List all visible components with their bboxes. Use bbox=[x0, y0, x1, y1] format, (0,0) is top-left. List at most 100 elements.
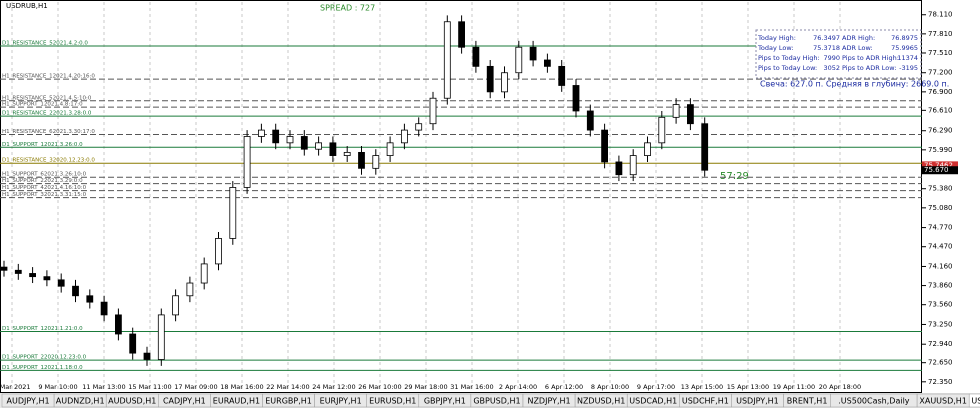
level-label: H1_SUPPORT_22021.3.29:0:0 bbox=[2, 178, 83, 184]
candle-body bbox=[243, 136, 251, 188]
level-label: H1_RESISTANCE_12021.4.20:16:0 bbox=[2, 74, 95, 80]
spread: SPREAD : 727 bbox=[320, 4, 375, 13]
y-tick-label: 76.900 bbox=[928, 88, 953, 96]
info-cell: 7990 bbox=[823, 54, 840, 62]
candle-body bbox=[272, 129, 280, 144]
candle-body bbox=[115, 314, 122, 335]
candle-body bbox=[86, 295, 94, 303]
tab-label[interactable]: EURJPY,H1 bbox=[320, 397, 362, 406]
tab-label[interactable]: USDRUB,H1 bbox=[971, 397, 980, 406]
info-cell: -3195 bbox=[899, 64, 918, 72]
tab-label[interactable]: AUDNZD,H1 bbox=[56, 397, 105, 406]
tab-label[interactable]: NZDUSD,H1 bbox=[577, 397, 625, 406]
tab-label[interactable]: BRENT,H1 bbox=[787, 397, 828, 406]
tab-label[interactable]: USDCAD,H1 bbox=[629, 397, 677, 406]
y-tick-label: 75.990 bbox=[928, 146, 953, 154]
candle-body bbox=[186, 282, 194, 297]
candle-body bbox=[157, 314, 165, 360]
x-tick-label: 9 Mar 10:00 bbox=[38, 383, 77, 391]
candle-body bbox=[172, 295, 180, 316]
tab-label[interactable]: CADJPY,H1 bbox=[163, 397, 206, 406]
level-label: H1_SUPPORT_42021.4.16:10:0 bbox=[2, 185, 87, 191]
y-tick-label: 74.160 bbox=[928, 262, 953, 270]
candle-body bbox=[529, 46, 537, 61]
candle-body bbox=[57, 279, 65, 287]
y-tick-label: 76.610 bbox=[928, 106, 953, 114]
candle-body bbox=[658, 116, 666, 144]
level-label: H1_SUPPORT_12021.4.8:17:0 bbox=[2, 102, 83, 108]
candle-body bbox=[72, 285, 79, 297]
candle-body bbox=[29, 273, 37, 278]
x-tick-label: 4 Mar 2021 bbox=[0, 383, 31, 391]
level-label: D1_RESISTANCE_32020.12.23:0.0 bbox=[2, 158, 95, 164]
tab[interactable] bbox=[968, 393, 980, 408]
x-tick-label: 2 Apr 14:00 bbox=[499, 383, 537, 391]
x-tick-label: 9 Apr 17:00 bbox=[637, 383, 675, 391]
x-tick-label: 15 Mar 11:00 bbox=[128, 383, 171, 391]
candle-body bbox=[701, 123, 709, 171]
level-label: D1_SUPPORT_12021.1.18:0.0 bbox=[2, 365, 83, 371]
tab-label[interactable]: .US500Cash,Daily bbox=[838, 397, 910, 406]
info-cell: Pips to Today High: bbox=[758, 54, 820, 62]
x-tick-label: 17 Mar 09:00 bbox=[174, 383, 217, 391]
candle-body bbox=[586, 110, 594, 131]
y-tick-label: 76.290 bbox=[928, 127, 953, 135]
candle-body bbox=[472, 46, 480, 67]
x-tick-label: 24 Mar 12:00 bbox=[312, 383, 355, 391]
info-cell: 76.3497 bbox=[813, 34, 840, 42]
info-cell: Pips to ADR Low: bbox=[842, 64, 896, 72]
x-tick-label: 29 Mar 18:00 bbox=[404, 383, 447, 391]
tab-label[interactable]: AUDJPY,H1 bbox=[7, 397, 50, 406]
tab-label[interactable]: XAUUSD,H1 bbox=[919, 397, 967, 406]
y-tick-label: 77.510 bbox=[928, 49, 953, 57]
candle-body bbox=[372, 155, 380, 169]
candle-body bbox=[400, 129, 408, 144]
tab-label[interactable]: GBPUSD,H1 bbox=[473, 397, 520, 406]
y-tick-label: 72.650 bbox=[928, 359, 953, 367]
candle-body bbox=[544, 59, 551, 67]
y-tick-label: 73.250 bbox=[928, 320, 953, 328]
x-tick-label: 18 Mar 16:00 bbox=[220, 383, 263, 391]
y-tick-label: 74.470 bbox=[928, 243, 953, 251]
y-tick-label: 72.350 bbox=[928, 378, 953, 386]
candle-body bbox=[615, 161, 623, 176]
candle-body bbox=[129, 333, 137, 354]
candle-body bbox=[0, 266, 8, 271]
candle-body bbox=[143, 352, 151, 360]
tab-label[interactable]: EURGBP,H1 bbox=[265, 397, 312, 406]
level-label: D1_SUPPORT_12021.3.26:0.0 bbox=[2, 142, 83, 148]
level-label: D1_SUPPORT_22020.12.23:0.0 bbox=[2, 355, 87, 361]
info-cell: 11374 bbox=[897, 54, 918, 62]
info-cell: ADR Low: bbox=[842, 44, 873, 52]
level-label: H1_RESISTANCE_52021.4.5:10:0 bbox=[2, 95, 92, 101]
info-cell: Pips to ADR High: bbox=[842, 54, 899, 62]
candle-body bbox=[687, 104, 694, 125]
tab-label[interactable]: NZDJPY,H1 bbox=[527, 397, 570, 406]
candle-body bbox=[286, 136, 294, 144]
candle-body bbox=[257, 129, 265, 137]
candle-body bbox=[14, 269, 22, 274]
bar-timer: 57:29 bbox=[720, 171, 749, 182]
y-tick-label: 75.080 bbox=[928, 204, 953, 212]
tab-label[interactable]: EURUSD,H1 bbox=[369, 397, 416, 406]
candle-body bbox=[629, 155, 637, 176]
candle-body bbox=[644, 142, 651, 156]
candle-body bbox=[343, 151, 351, 156]
price-tag-label: 75.7462 bbox=[924, 161, 953, 169]
candle-body bbox=[315, 142, 323, 150]
candle-body bbox=[229, 187, 237, 239]
candle-body bbox=[572, 85, 580, 112]
tab-label[interactable]: USDCHF,H1 bbox=[682, 397, 729, 406]
x-tick-label: 15 Apr 13:00 bbox=[727, 383, 769, 391]
candle-body bbox=[100, 301, 108, 316]
tab-label[interactable]: GBPJPY,H1 bbox=[424, 397, 466, 406]
level-label: D1_RESISTANCE_22021.3.28:0.0 bbox=[2, 111, 92, 117]
x-tick-label: 31 Mar 16:00 bbox=[450, 383, 493, 391]
tab-label[interactable]: USDJPY,H1 bbox=[736, 397, 779, 406]
info-cell: Today High: bbox=[757, 34, 796, 42]
y-tick-label: 73.560 bbox=[928, 301, 953, 309]
tab-label[interactable]: EURAUD,H1 bbox=[213, 397, 260, 406]
tab-label[interactable]: AUDUSD,H1 bbox=[108, 397, 156, 406]
candle-note: Свеча: 627.0 п. Средняя в глубину: 2669.… bbox=[760, 80, 949, 89]
